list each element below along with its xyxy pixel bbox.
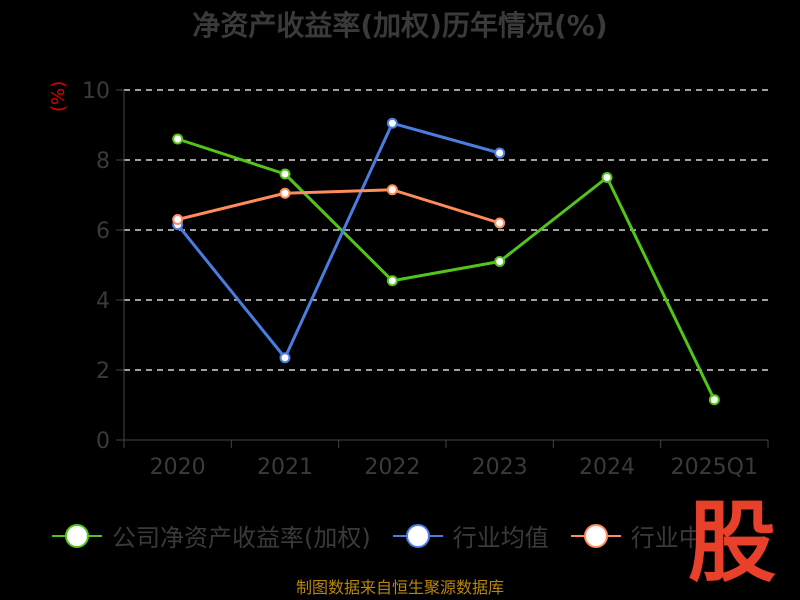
data-point-0 <box>708 394 720 406</box>
legend-label-industry-median: 行业中 <box>630 524 703 552</box>
data-point-0 <box>279 168 291 180</box>
data-point-2 <box>494 217 506 229</box>
x-tick-label: 2024 <box>579 455 635 480</box>
x-tick-label: 2023 <box>472 455 528 480</box>
watermark-char: 股 <box>688 495 776 585</box>
legend-swatch-blue <box>392 521 443 551</box>
legend: 公司净资产收益率(加权) 行业均值 行业中 <box>52 518 725 553</box>
legend-swatch-orange <box>570 521 621 551</box>
series-line-1 <box>176 121 501 360</box>
legend-label-company: 公司净资产收益率(加权) <box>112 524 371 552</box>
series-lines <box>176 121 716 401</box>
legend-label-industry-mean: 行业均值 <box>452 524 549 552</box>
data-point-1 <box>279 352 291 364</box>
legend-swatch-green <box>52 521 102 551</box>
y-tick-label: 2 <box>96 359 110 384</box>
data-points <box>172 117 720 406</box>
y-tick-label: 0 <box>96 429 110 454</box>
y-tick-label: 8 <box>96 149 110 174</box>
chart-title: 净资产收益率(加权)历年情况(%) <box>192 9 608 42</box>
data-point-0 <box>386 275 398 287</box>
legend-item-company[interactable]: 公司净资产收益率(加权) <box>52 518 371 553</box>
data-point-1 <box>386 117 398 129</box>
data-point-1 <box>494 147 506 159</box>
series-line-0 <box>177 137 716 401</box>
watermark-logo: 股 <box>688 495 776 585</box>
data-source-note: 制图数据来自恒生聚源数据库 <box>295 578 504 597</box>
y-tick-label: 4 <box>96 289 110 314</box>
data-point-2 <box>279 187 291 199</box>
data-point-2 <box>172 214 184 225</box>
x-tick-label: 2025Q1 <box>671 455 758 480</box>
legend-item-industry-mean[interactable]: 行业均值 <box>392 518 549 553</box>
y-tick-label: 10 <box>82 79 110 104</box>
grid-lines <box>124 89 768 371</box>
x-tick-label: 2020 <box>150 455 206 480</box>
data-point-2 <box>386 184 398 196</box>
y-tick-label: 6 <box>96 219 110 244</box>
series-line-2 <box>177 188 501 225</box>
data-point-0 <box>172 133 184 145</box>
data-point-0 <box>494 256 506 267</box>
legend-item-industry-median[interactable]: 行业中 <box>570 518 703 553</box>
data-point-0 <box>601 172 613 183</box>
x-tick-label: 2022 <box>364 455 420 480</box>
axes: 0 2 4 6 8 10 2020 2021 2022 2023 2024 2025Q1 <box>82 79 769 480</box>
x-tick-label: 2021 <box>257 455 313 480</box>
